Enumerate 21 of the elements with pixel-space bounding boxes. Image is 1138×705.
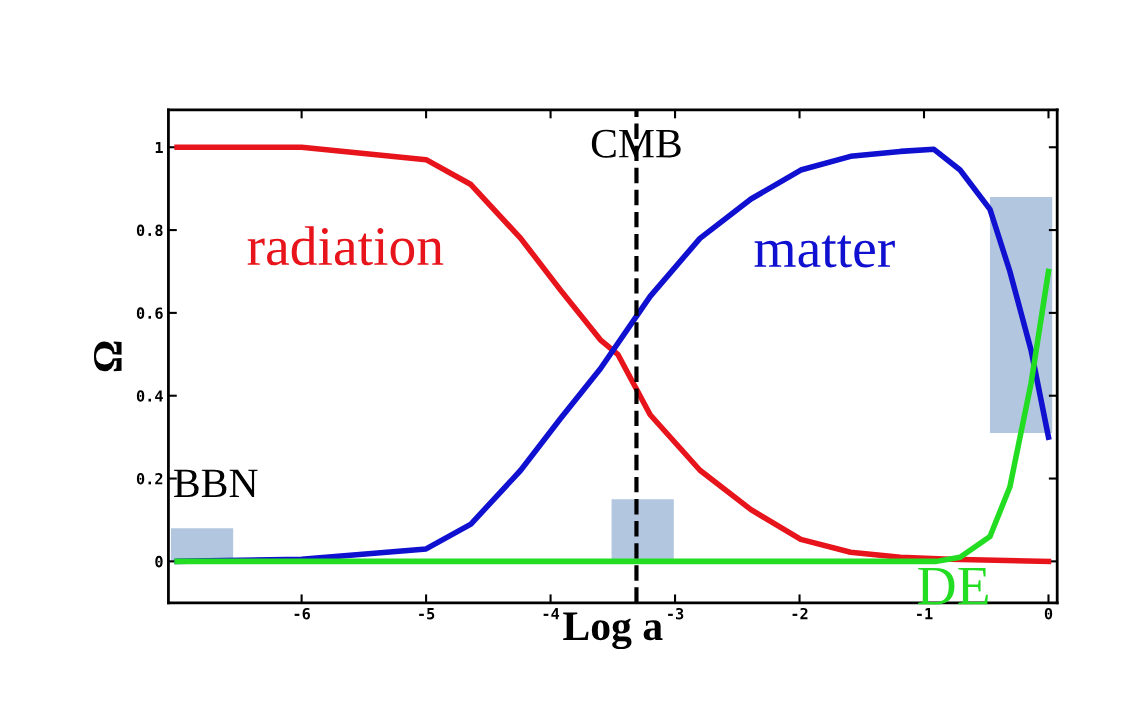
x-tick-label: -3 <box>668 607 684 620</box>
series-label: radiation <box>247 226 444 266</box>
y-axis-title: Ω <box>93 341 122 372</box>
x-tick-label: -4 <box>543 608 560 620</box>
x-tick-label: -1 <box>917 608 933 620</box>
y-tick-label: 0 <box>155 555 163 568</box>
series-label: DE <box>918 567 988 605</box>
x-tick-label: 0 <box>1044 607 1053 620</box>
y-tick-label: 0.6 <box>136 307 163 319</box>
x-tick-label: -5 <box>419 608 435 620</box>
annotation: CMB <box>591 129 681 158</box>
y-tick-label: 1 <box>155 141 163 154</box>
x-axis-title: Log a <box>563 612 663 650</box>
annotation: BBN <box>174 469 258 498</box>
x-tick-label: -6 <box>294 607 310 620</box>
bar <box>170 528 234 562</box>
y-tick-label: 0.4 <box>136 390 163 402</box>
y-tick-label: 0.2 <box>136 473 163 485</box>
series-label: matter <box>754 235 895 268</box>
x-tick-label: -2 <box>792 607 808 620</box>
y-tick-label: 0.8 <box>136 224 163 237</box>
